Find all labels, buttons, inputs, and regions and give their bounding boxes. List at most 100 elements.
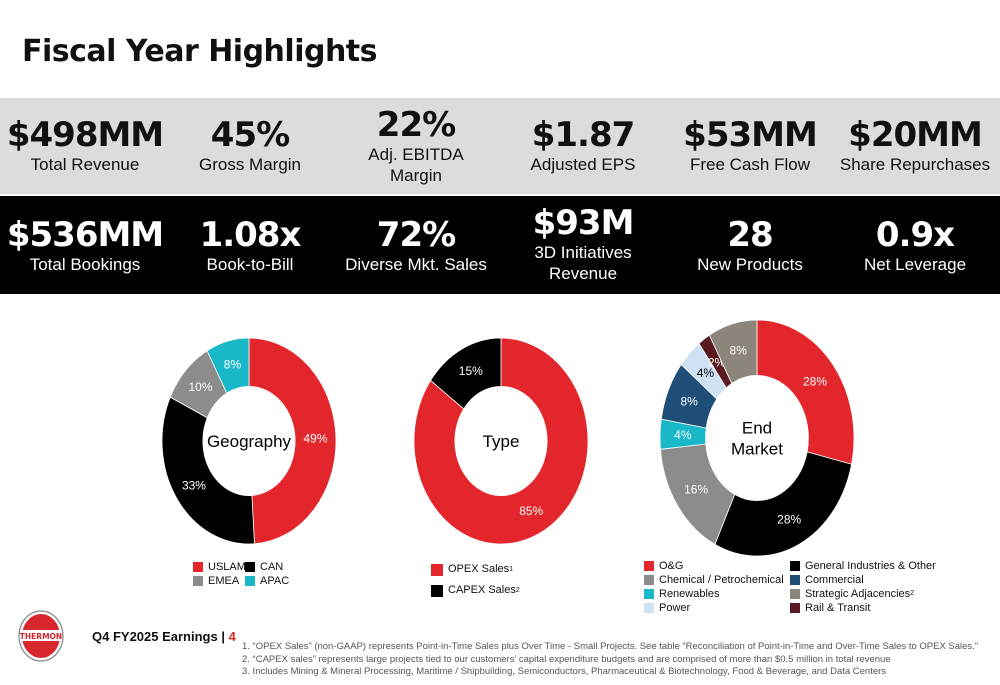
end-market-legend: O&G General Industries & Other Chemical …: [644, 559, 950, 615]
legend-swatch: [644, 589, 654, 599]
legend-item-og: O&G: [644, 559, 790, 573]
legend-item-general-industries: General Industries & Other: [790, 559, 950, 573]
legend-label: O&G: [659, 560, 684, 572]
legend-swatch: [245, 576, 255, 586]
donut-data-label: 28%: [803, 375, 827, 389]
geography-donut-chart: 49% 33% 10% 8% Geography: [162, 338, 336, 544]
donut-data-label: 8%: [224, 358, 242, 372]
legend-swatch: [790, 561, 800, 571]
metric-value: $53MM: [683, 115, 818, 155]
metric-share-repurchases: $20MM Share Repurchases: [830, 116, 1000, 175]
donut-data-label: 8%: [730, 344, 748, 358]
metric-value: $498MM: [6, 115, 164, 155]
metric-diverse-mkt-sales: 72% Diverse Mkt. Sales: [331, 216, 501, 275]
legend-swatch: [790, 589, 800, 599]
metric-label: Diverse Mkt. Sales: [345, 255, 487, 274]
legend-footnote-mark: 2: [515, 587, 520, 594]
legend-label: Chemical / Petrochemical: [659, 574, 784, 586]
donut-slice-2: [714, 451, 853, 556]
metric-value: 1.08x: [199, 215, 302, 255]
metric-net-leverage: 0.9x Net Leverage: [830, 216, 1000, 275]
donut-slice-1: [248, 338, 336, 544]
metric-label: Adj. EBITDA Margin: [368, 145, 464, 185]
metric-total-revenue: $498MM Total Revenue: [0, 116, 170, 175]
legend-footnote-mark: 1: [509, 566, 514, 573]
footnote-3: 3. Includes Mining & Mineral Processing,…: [242, 666, 887, 677]
donut-slice-2: [430, 338, 502, 410]
logo-text: THERMON: [20, 632, 62, 641]
donut-data-label: 28%: [777, 512, 801, 526]
legend-item-capex-sales: CAPEX Sales 2: [431, 580, 520, 601]
legend-swatch: [644, 575, 654, 585]
legend-label: EMEA: [208, 575, 240, 587]
donut-data-label: 33%: [182, 478, 206, 492]
thermon-logo: THERMON: [18, 610, 64, 662]
donut-data-label: 16%: [684, 483, 708, 497]
metric-label: Total Bookings: [29, 255, 141, 274]
legend-label: CAPEX Sales: [448, 584, 516, 596]
metric-value: $536MM: [6, 215, 164, 255]
metric-gross-margin: 45% Gross Margin: [165, 116, 335, 175]
donut-data-label: 4%: [697, 366, 715, 380]
legend-item-apac: APAC: [245, 574, 305, 588]
legend-swatch: [245, 562, 255, 572]
metric-free-cash-flow: $53MM Free Cash Flow: [665, 116, 835, 175]
donut-data-label: 10%: [188, 380, 212, 394]
earnings-footer: Q4 FY2025 Earnings | 4: [92, 629, 236, 644]
legend-item-renewables: Renewables: [644, 587, 790, 601]
legend-swatch: [431, 563, 443, 576]
legend-label: APAC: [260, 575, 290, 587]
type-legend: OPEX Sales 1 CAPEX Sales 2: [431, 559, 520, 601]
donut-slice-2: [162, 396, 255, 544]
legend-item-emea: EMEA: [193, 574, 245, 588]
legend-label: USLAM: [208, 561, 246, 573]
metric-value: 28: [727, 215, 773, 255]
geography-legend: USLAM CAN EMEA APAC: [193, 560, 305, 588]
metric-adj-ebitda-margin: 22% Adj. EBITDA Margin: [331, 106, 501, 186]
metric-total-bookings: $536MM Total Bookings: [0, 216, 170, 275]
legend-item-chemical: Chemical / Petrochemical: [644, 573, 790, 587]
donut-data-label: 8%: [680, 394, 698, 408]
donut-slice-8: [708, 320, 758, 385]
legend-item-can: CAN: [245, 560, 305, 574]
footnotes: 1. “OPEX Sales” (non-GAAP) represents Po…: [242, 641, 978, 679]
legend-item-uslam: USLAM: [193, 560, 246, 574]
legend-item-opex-sales: OPEX Sales 1: [431, 559, 520, 580]
legend-footnote-mark: 2: [910, 590, 915, 597]
legend-swatch: [790, 575, 800, 585]
metric-value: $1.87: [531, 115, 636, 155]
donut-center-label-market: Market: [731, 440, 783, 459]
legend-label: Renewables: [659, 588, 720, 600]
metric-value: 45%: [210, 115, 290, 155]
metric-value: 22%: [376, 105, 456, 145]
type-donut-chart: 85% 15% Type: [414, 338, 588, 544]
donut-data-label: 4%: [674, 428, 692, 442]
donut-center-label-geography: Geography: [207, 432, 292, 451]
donut-center-label-type: Type: [483, 432, 520, 451]
legend-label: OPEX Sales: [448, 563, 510, 575]
metric-3d-initiatives-revenue: $93M 3D Initiatives Revenue: [498, 204, 668, 284]
metric-value: 72%: [376, 215, 456, 255]
earnings-label: Q4 FY2025 Earnings |: [92, 629, 229, 644]
footnote-1: 1. “OPEX Sales” (non-GAAP) represents Po…: [242, 641, 978, 652]
metric-label: Book-to-Bill: [206, 255, 294, 274]
metric-value: $93M: [532, 203, 635, 243]
metric-label: Free Cash Flow: [690, 155, 810, 174]
legend-item-commercial: Commercial: [790, 573, 950, 587]
legend-item-power: Power: [644, 601, 790, 615]
highlights-row-2: $536MM Total Bookings 1.08x Book-to-Bill…: [0, 196, 1000, 294]
metric-label: Adjusted EPS: [530, 155, 636, 174]
legend-label: Rail & Transit: [805, 602, 871, 614]
metric-label: Net Leverage: [863, 255, 967, 274]
metric-new-products: 28 New Products: [665, 216, 835, 275]
legend-swatch: [790, 603, 800, 613]
legend-swatch: [193, 562, 203, 572]
legend-label: Commercial: [805, 574, 864, 586]
legend-item-strategic-adjacencies: Strategic Adjacencies 2: [790, 587, 950, 601]
page-number: 4: [228, 629, 236, 644]
metric-book-to-bill: 1.08x Book-to-Bill: [165, 216, 335, 275]
legend-swatch: [644, 603, 654, 613]
metric-label: Gross Margin: [198, 155, 302, 174]
donut-center-label-end: End: [742, 419, 772, 438]
